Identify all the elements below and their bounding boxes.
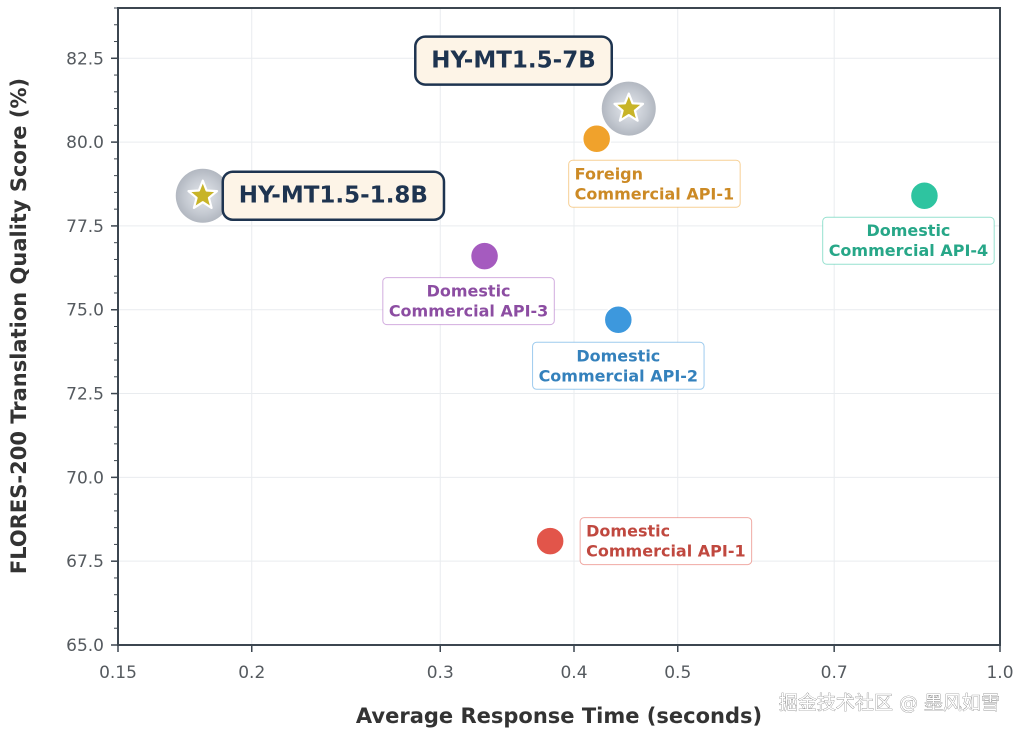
- x-tick-label: 0.15: [99, 663, 137, 683]
- y-tick-label: 65.0: [66, 636, 104, 656]
- axis-ticks: 0.15 0.2 0.3 0.4 0.5 0.7 1.0 65.0 67.5 70.0 72.5 75…: [66, 7, 1014, 683]
- point-label-text: Foreign: [575, 164, 643, 183]
- point-marker: [581, 124, 612, 154]
- y-tick-label: 77.5: [66, 217, 104, 237]
- data-point-hy-mt-7b: HY-MT1.5-7B: [414, 35, 656, 136]
- watermark: 掘金技术社区 @ 墨风如雪: [779, 692, 1000, 714]
- star-icon: [187, 179, 219, 209]
- x-tick-label: 0.2: [238, 663, 265, 683]
- y-tick-label: 72.5: [66, 385, 104, 405]
- point-label-text: Commercial API-3: [389, 302, 548, 321]
- x-tick-label: 0.5: [664, 663, 691, 683]
- point-marker: [603, 305, 634, 335]
- x-tick-label: 1.0: [986, 663, 1013, 683]
- data-point-hy-mt-1-8b: HY-MT1.5-1.8B: [175, 168, 446, 223]
- point-label-box: [822, 216, 995, 265]
- star-icon: [613, 92, 645, 122]
- point-label-box: [414, 35, 614, 86]
- point-label-text: Commercial API-4: [829, 241, 988, 260]
- point-label-box: [579, 517, 753, 566]
- point-marker: [535, 526, 565, 556]
- point-label-text: HY-MT1.5-1.8B: [239, 183, 428, 209]
- point-label-text: Commercial API-1: [575, 184, 734, 203]
- point-label-text: Commercial API-2: [539, 366, 698, 385]
- x-tick-label: 0.4: [560, 663, 587, 683]
- point-label-text: Commercial API-1: [586, 542, 745, 561]
- point-label-text: Domestic: [586, 522, 670, 541]
- point-marker: [469, 241, 500, 271]
- point-label-text: Domestic: [576, 346, 660, 365]
- y-tick-label: 82.5: [66, 49, 104, 69]
- y-axis-title: FLORES-200 Translation Quality Score (%): [7, 78, 31, 574]
- x-axis-title: Average Response Time (seconds): [356, 704, 762, 728]
- x-tick-label: 0.3: [427, 663, 454, 683]
- y-tick-label: 75.0: [66, 301, 104, 321]
- point-label-box: [382, 277, 555, 326]
- point-label-box: [568, 159, 741, 208]
- point-marker: [909, 180, 940, 211]
- point-label-box: [532, 341, 705, 390]
- point-label-text: HY-MT1.5-7B: [431, 48, 595, 74]
- x-tick-label: 0.7: [821, 663, 848, 683]
- y-tick-label: 67.5: [66, 552, 104, 572]
- data-points: HY-MT1.5-7BHY-MT1.5-1.8BForeignCommercia…: [175, 35, 995, 566]
- y-tick-label: 70.0: [66, 468, 104, 488]
- point-label-text: Domestic: [866, 221, 950, 240]
- point-label-box: [221, 170, 446, 221]
- point-label-text: Domestic: [427, 282, 511, 301]
- y-tick-label: 80.0: [66, 133, 104, 153]
